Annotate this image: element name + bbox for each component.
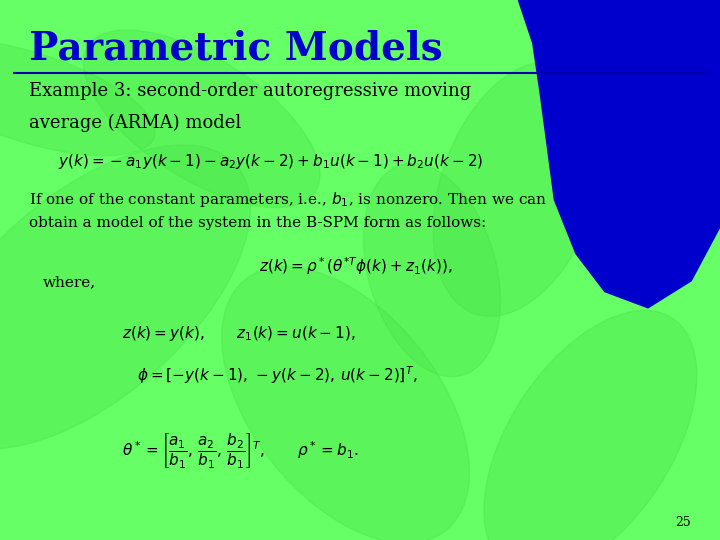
Text: 25: 25 — [675, 516, 691, 529]
Text: $\theta^* = \left[\dfrac{a_1}{b_1},\, \dfrac{a_2}{b_1},\, \dfrac{b_2}{b_1}\right: $\theta^* = \left[\dfrac{a_1}{b_1},\, \d… — [122, 432, 359, 471]
Ellipse shape — [222, 267, 469, 540]
Ellipse shape — [433, 62, 604, 316]
Ellipse shape — [484, 310, 697, 540]
Ellipse shape — [0, 39, 155, 156]
Text: obtain a model of the system in the B-SPM form as follows:: obtain a model of the system in the B-SP… — [29, 216, 486, 230]
Ellipse shape — [364, 163, 500, 377]
Polygon shape — [518, 0, 720, 308]
Text: If one of the constant parameters, i.e., $b_1$, is nonzero. Then we can: If one of the constant parameters, i.e.,… — [29, 190, 547, 209]
Text: $y(k) = -a_1 y(k-1) - a_2 y(k-2) + b_1 u(k-1) + b_2 u(k-2)$: $y(k) = -a_1 y(k-1) - a_2 y(k-2) + b_1 u… — [58, 152, 483, 171]
Text: where,: where, — [43, 275, 96, 289]
Text: Parametric Models: Parametric Models — [29, 30, 442, 68]
Text: average (ARMA) model: average (ARMA) model — [29, 113, 241, 132]
Ellipse shape — [0, 145, 251, 449]
Text: $z(k) = \rho^*(\theta^{*T}\phi(k) + z_1(k)),$: $z(k) = \rho^*(\theta^{*T}\phi(k) + z_1(… — [259, 255, 453, 276]
Text: $z(k) = y(k), \qquad z_1(k) = u(k-1),$: $z(k) = y(k), \qquad z_1(k) = u(k-1),$ — [122, 324, 356, 343]
Text: Example 3: second-order autoregressive moving: Example 3: second-order autoregressive m… — [29, 82, 471, 100]
Text: $\phi = [-y(k-1),\, -y(k-2),\, u(k-2)]^T,$: $\phi = [-y(k-1),\, -y(k-2),\, u(k-2)]^T… — [137, 364, 418, 386]
Ellipse shape — [84, 30, 320, 207]
